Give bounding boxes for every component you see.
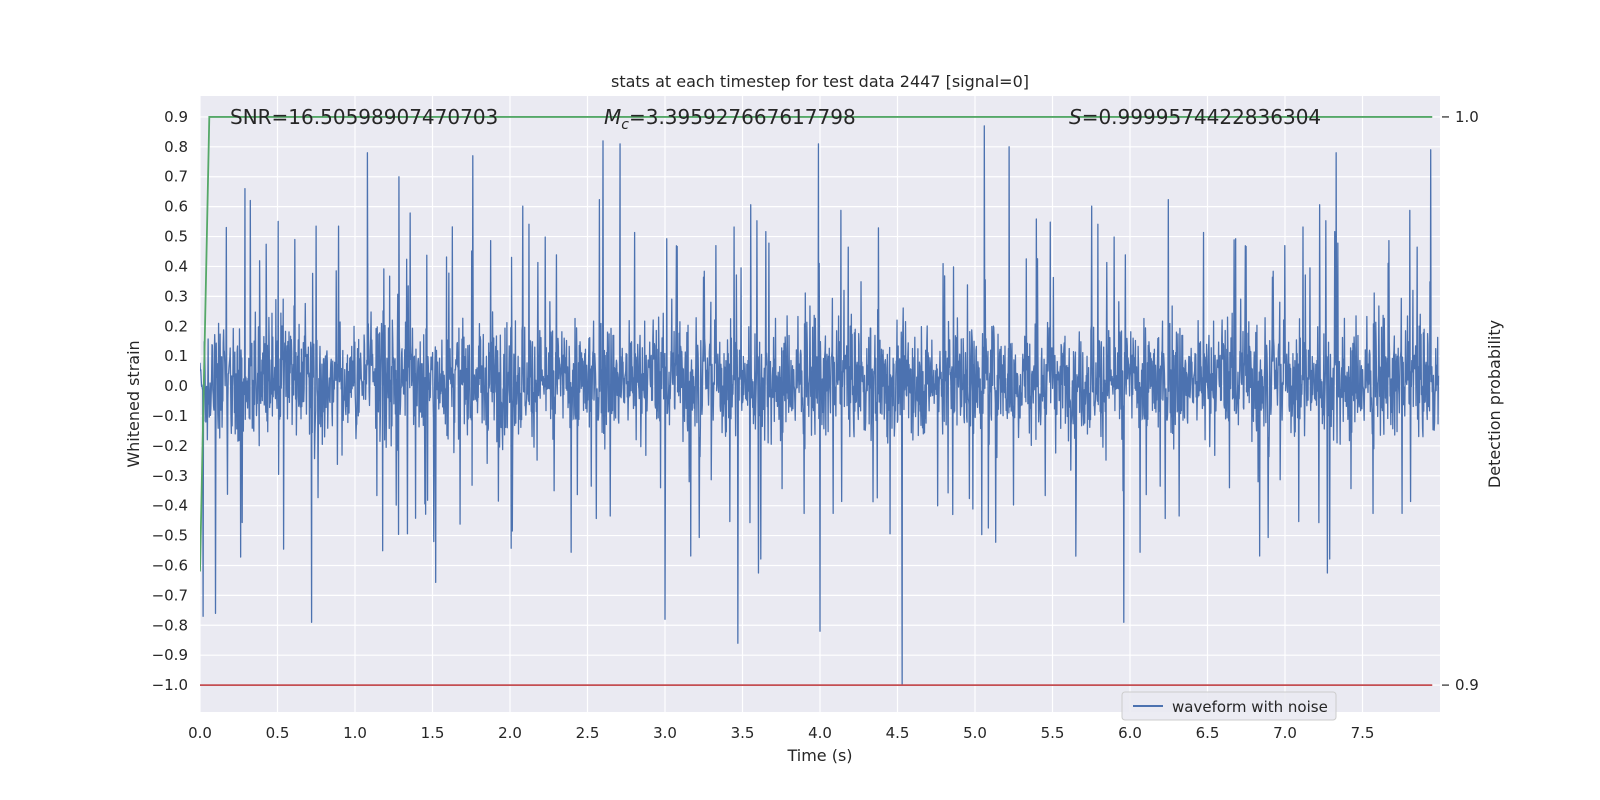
x-tick-label: 6.5: [1196, 724, 1220, 742]
series-waveform-with-noise: [200, 125, 1440, 686]
y2-ticks: 1.0 0.9: [1442, 108, 1479, 694]
x-tick-label: 0.5: [266, 724, 290, 742]
y-tick-label: −0.4: [152, 497, 188, 515]
x-tick-label: 3.5: [731, 724, 755, 742]
legend-box: [1121, 691, 1337, 721]
snr-annotation: SNR=16.50598907470703: [230, 105, 498, 129]
x-tick-label: 0.0: [188, 724, 212, 742]
detection-score-value: =0.9999574422836304: [1082, 105, 1321, 129]
y2-tick-label: 1.0: [1455, 108, 1479, 126]
x-tick-label: 7.0: [1273, 724, 1297, 742]
y-tick-label: −0.8: [152, 616, 188, 634]
chirp-mass-annotation: Mc=3.395927667617798: [604, 105, 856, 133]
y-tick-label: 0.9: [164, 108, 188, 126]
detection-score-annotation: S=0.9999574422836304: [1069, 105, 1321, 129]
y2-axis-label: Detection probability: [1485, 320, 1504, 488]
y-tick-label: 0.2: [164, 317, 188, 335]
chirp-mass-subscript: c: [621, 117, 629, 133]
y-tick-label: 0.4: [164, 257, 188, 275]
y-tick-label: 0.1: [164, 347, 188, 365]
y-tick-label: 0.5: [164, 228, 188, 246]
legend-label: waveform with noise: [1172, 698, 1328, 716]
y-tick-label: −0.3: [152, 467, 188, 485]
y-tick-label: −0.2: [152, 437, 188, 455]
chart-title: stats at each timestep for test data 244…: [611, 72, 1029, 91]
y-tick-label: −0.5: [152, 527, 188, 545]
x-tick-label: 2.5: [576, 724, 600, 742]
x-tick-label: 4.0: [808, 724, 832, 742]
y-tick-label: 0.6: [164, 198, 188, 216]
y-tick-label: −0.6: [152, 556, 188, 574]
y-tick-label: 0.8: [164, 138, 188, 156]
x-tick-label: 4.5: [886, 724, 910, 742]
y-tick-label: 0.7: [164, 168, 188, 186]
legend: waveform with noise: [1121, 691, 1337, 721]
x-tick-label: 5.5: [1041, 724, 1065, 742]
chirp-mass-value: =3.395927667617798: [629, 105, 856, 129]
x-tick-label: 7.5: [1351, 724, 1375, 742]
x-tick-label: 3.0: [653, 724, 677, 742]
y-tick-label: −0.1: [152, 407, 188, 425]
y2-tick-label: 0.9: [1455, 676, 1479, 694]
series-detection-probability: [200, 116, 1433, 572]
series-layer: [200, 116, 1440, 686]
x-tick-label: 1.0: [343, 724, 367, 742]
x-tick-label: 6.0: [1118, 724, 1142, 742]
y-tick-label: 0.0: [164, 377, 188, 395]
chirp-mass-symbol: M: [604, 105, 621, 129]
y-ticks: 0.9 0.8 0.7 0.6 0.5 0.4 0.3 0.2 0.1 0.0 −0.1 −0.2 −0…: [152, 108, 188, 694]
x-tick-label: 2.0: [498, 724, 522, 742]
y-tick-label: −0.7: [152, 586, 188, 604]
x-tick-label: 1.5: [421, 724, 445, 742]
y-tick-label: 0.3: [164, 287, 188, 305]
y-tick-label: −1.0: [152, 676, 188, 694]
x-ticks: 0.0 0.5 1.0 1.5 2.0 2.5 3.0 3.5 4.0 4.5 5.0 5.5 6.0 6…: [188, 724, 1374, 742]
detection-score-symbol: S: [1069, 105, 1082, 129]
y-tick-label: −0.9: [152, 646, 188, 664]
x-tick-label: 5.0: [963, 724, 987, 742]
y-axis-label: Whitened strain: [124, 340, 143, 467]
x-axis-label: Time (s): [786, 746, 852, 765]
